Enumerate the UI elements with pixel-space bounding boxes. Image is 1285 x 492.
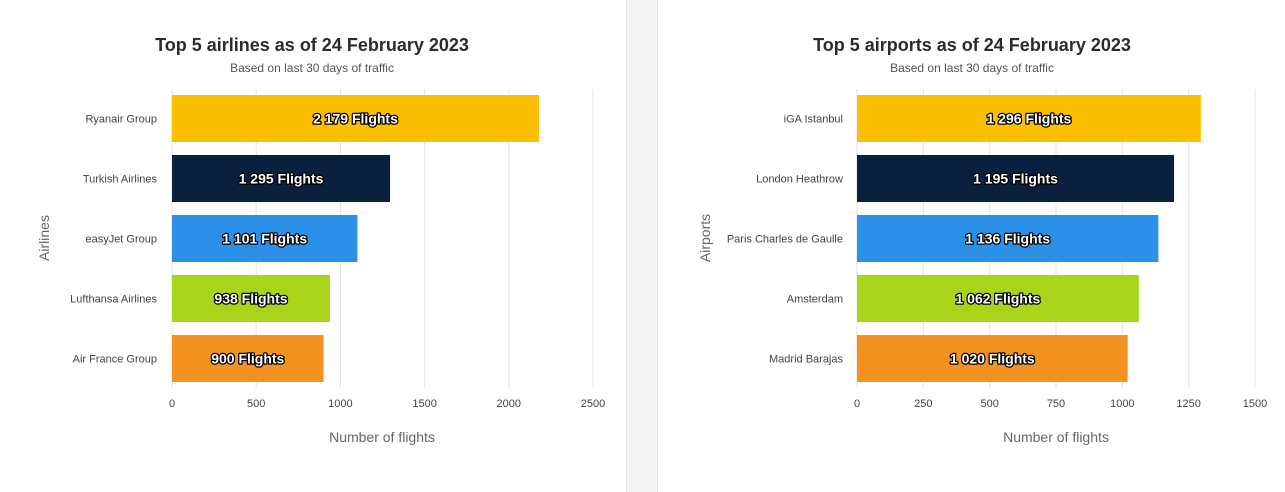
bar-data-label: 1 020 Flights — [950, 351, 1035, 367]
x-tick-label: 0 — [169, 398, 175, 410]
category-label: Amsterdam — [787, 294, 843, 306]
bars — [172, 95, 539, 382]
bar — [172, 275, 330, 322]
tick-labels: 0 500 1000 1500 2000 2500 — [169, 398, 605, 410]
airports-bar-chart: Top 5 airports as of 24 February 2023 Ba… — [697, 35, 1267, 445]
x-tick-label: 1000 — [328, 398, 352, 410]
x-tick-label: 750 — [1047, 398, 1065, 410]
bar — [857, 155, 1175, 202]
bar — [172, 95, 539, 142]
bar — [857, 215, 1159, 262]
category-label: iGA Istanbul — [784, 114, 843, 126]
x-tick-label: 500 — [980, 398, 998, 410]
bar-data-label: 1 195 Flights — [973, 171, 1058, 187]
category-label: Ryanair Group — [85, 114, 157, 126]
category-labels: iGA Istanbul London Heathrow Paris Charles… — [727, 114, 844, 366]
bar-data-label: 1 295 Flights — [239, 171, 324, 187]
chart-subtitle: Based on last 30 days of traffic — [230, 61, 394, 75]
x-tick-label: 2500 — [581, 398, 605, 410]
data-labels: 1 296 Flights 1 195 Flights 1 136 Flights 1… — [949, 109, 1073, 368]
bar-data-label: 1 101 Flights — [222, 231, 307, 247]
x-tick-label: 0 — [854, 398, 860, 410]
bar — [172, 335, 324, 382]
category-label: Lufthansa Airlines — [70, 294, 157, 306]
x-tick-label: 1500 — [1243, 398, 1267, 410]
category-label: Air France Group — [73, 354, 157, 366]
bar — [857, 275, 1139, 322]
x-tick-label: 500 — [247, 398, 265, 410]
airports-chart-panel: Top 5 airports as of 24 February 2023 Ba… — [657, 0, 1285, 492]
x-tick-label: 250 — [914, 398, 932, 410]
bar-data-label: 900 Flights — [211, 351, 284, 367]
chart-subtitle: Based on last 30 days of traffic — [890, 61, 1054, 75]
x-tick-label: 1250 — [1176, 398, 1200, 410]
x-axis-title: Number of flights — [1003, 429, 1109, 445]
y-axis-title: Airlines — [36, 215, 52, 261]
airlines-chart-panel: Top 5 airlines as of 24 February 2023 Ba… — [0, 0, 627, 492]
bar-data-label: 1 296 Flights — [987, 111, 1072, 127]
x-tick-label: 1500 — [412, 398, 436, 410]
bar-data-label: 1 062 Flights — [955, 291, 1040, 307]
bars — [857, 95, 1201, 382]
airlines-bar-chart: Top 5 airlines as of 24 February 2023 Ba… — [36, 35, 605, 445]
bar-data-label: 2 179 Flights — [313, 111, 398, 127]
chart-title: Top 5 airports as of 24 February 2023 — [813, 35, 1131, 55]
data-labels: 2 179 Flights 1 295 Flights 1 101 Flights 9… — [210, 109, 399, 368]
bar-data-label: 938 Flights — [214, 291, 287, 307]
category-label: Paris Charles de Gaulle — [727, 234, 843, 246]
category-labels: Ryanair Group Turkish Airlines easyJet Gro… — [70, 114, 157, 366]
tick-labels: 0 250 500 750 1000 1250 1500 — [854, 398, 1267, 410]
category-label: London Heathrow — [756, 174, 843, 186]
bar — [857, 335, 1128, 382]
bar-data-label: 1 136 Flights — [965, 231, 1050, 247]
bar — [172, 215, 358, 262]
y-axis-title: Airports — [697, 214, 713, 262]
category-label: easyJet Group — [85, 234, 157, 246]
category-label: Turkish Airlines — [83, 174, 158, 186]
bar — [857, 95, 1201, 142]
chart-title: Top 5 airlines as of 24 February 2023 — [155, 35, 469, 55]
bar — [172, 155, 391, 202]
x-tick-label: 2000 — [497, 398, 521, 410]
x-axis-title: Number of flights — [329, 429, 435, 445]
x-tick-label: 1000 — [1110, 398, 1134, 410]
category-label: Madrid Barajas — [769, 354, 843, 366]
